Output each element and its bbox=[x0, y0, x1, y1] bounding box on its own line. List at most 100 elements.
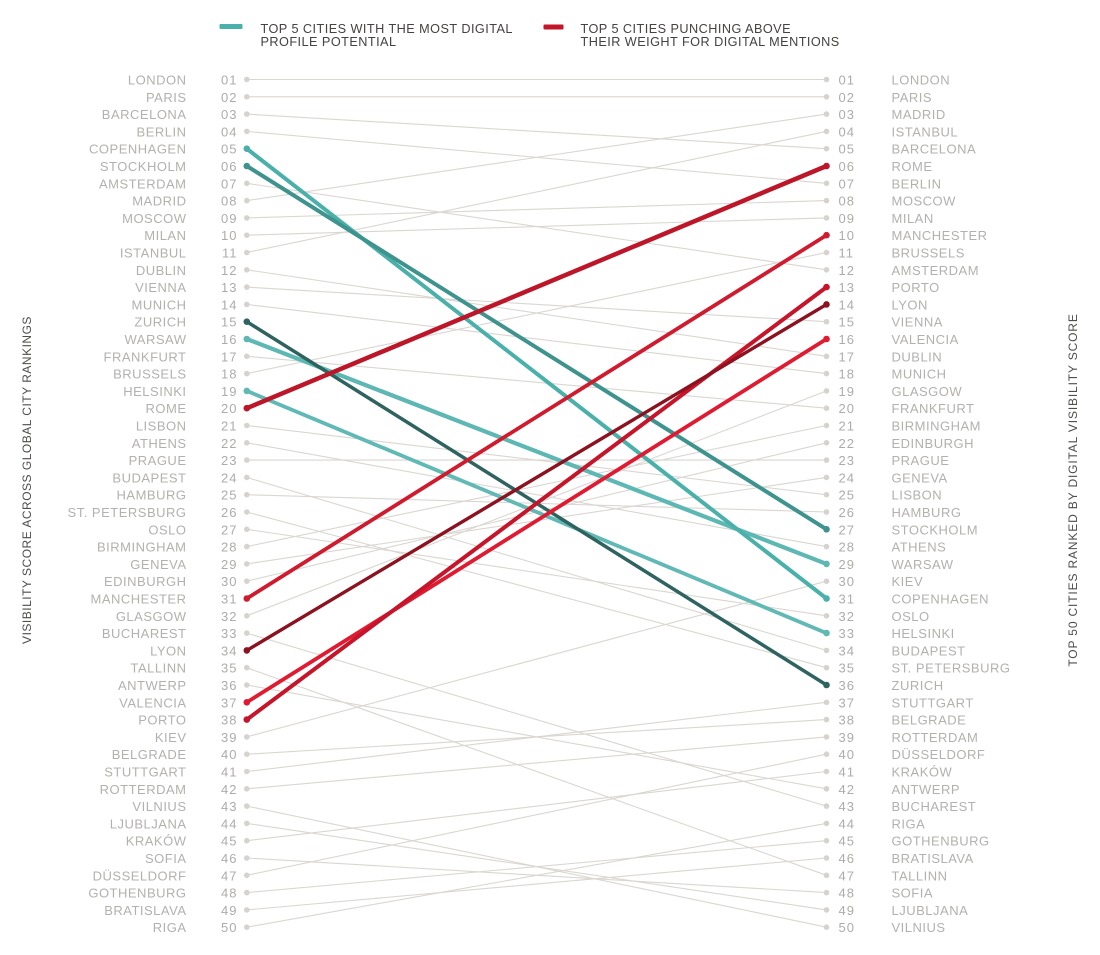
svg-text:MUNICH: MUNICH bbox=[892, 367, 947, 382]
svg-text:09: 09 bbox=[839, 211, 855, 226]
svg-text:LYON: LYON bbox=[150, 643, 186, 658]
svg-text:13: 13 bbox=[839, 280, 855, 295]
svg-text:22: 22 bbox=[839, 436, 855, 451]
svg-text:GENEVA: GENEVA bbox=[892, 470, 948, 485]
svg-text:MADRID: MADRID bbox=[892, 107, 946, 122]
svg-text:GENEVA: GENEVA bbox=[130, 557, 186, 572]
svg-text:THEIR WEIGHT FOR DIGITAL MENTI: THEIR WEIGHT FOR DIGITAL MENTIONS bbox=[581, 35, 840, 49]
svg-text:19: 19 bbox=[221, 384, 237, 399]
svg-text:32: 32 bbox=[221, 609, 237, 624]
svg-text:BELGRADE: BELGRADE bbox=[892, 713, 967, 728]
svg-text:30: 30 bbox=[221, 574, 237, 589]
svg-text:LONDON: LONDON bbox=[128, 73, 187, 88]
svg-text:ST. PETERSBURG: ST. PETERSBURG bbox=[892, 661, 1011, 676]
svg-text:27: 27 bbox=[221, 522, 237, 537]
svg-text:38: 38 bbox=[839, 713, 855, 728]
svg-text:BIRMINGHAM: BIRMINGHAM bbox=[892, 419, 982, 434]
svg-text:ISTANBUL: ISTANBUL bbox=[892, 124, 959, 139]
svg-text:07: 07 bbox=[839, 176, 855, 191]
svg-text:21: 21 bbox=[221, 419, 237, 434]
svg-text:19: 19 bbox=[839, 384, 855, 399]
svg-text:31: 31 bbox=[839, 592, 855, 607]
svg-text:40: 40 bbox=[839, 747, 855, 762]
svg-text:ROTTERDAM: ROTTERDAM bbox=[100, 782, 187, 797]
svg-text:MILAN: MILAN bbox=[892, 211, 934, 226]
svg-text:47: 47 bbox=[221, 868, 237, 883]
svg-text:37: 37 bbox=[221, 695, 237, 710]
svg-text:COPENHAGEN: COPENHAGEN bbox=[892, 592, 989, 607]
svg-text:BRATISLAVA: BRATISLAVA bbox=[104, 903, 186, 918]
svg-text:02: 02 bbox=[839, 90, 855, 105]
svg-text:47: 47 bbox=[839, 868, 855, 883]
svg-text:40: 40 bbox=[221, 747, 237, 762]
svg-text:COPENHAGEN: COPENHAGEN bbox=[89, 142, 186, 157]
svg-text:50: 50 bbox=[839, 920, 855, 935]
svg-text:LJUBLJANA: LJUBLJANA bbox=[892, 903, 969, 918]
svg-text:BARCELONA: BARCELONA bbox=[102, 107, 187, 122]
svg-text:FRANKFURT: FRANKFURT bbox=[104, 349, 187, 364]
svg-text:BIRMINGHAM: BIRMINGHAM bbox=[97, 540, 187, 555]
svg-text:HAMBURG: HAMBURG bbox=[892, 505, 962, 520]
svg-text:26: 26 bbox=[221, 505, 237, 520]
svg-text:STOCKHOLM: STOCKHOLM bbox=[100, 159, 187, 174]
svg-text:TOP 5 CITIES WITH THE MOST DIG: TOP 5 CITIES WITH THE MOST DIGITAL bbox=[261, 22, 513, 36]
svg-text:16: 16 bbox=[839, 332, 855, 347]
svg-text:GLASGOW: GLASGOW bbox=[116, 609, 187, 624]
svg-text:MUNICH: MUNICH bbox=[132, 297, 187, 312]
svg-text:17: 17 bbox=[221, 349, 237, 364]
svg-text:48: 48 bbox=[839, 886, 855, 901]
svg-text:42: 42 bbox=[839, 782, 855, 797]
svg-text:39: 39 bbox=[839, 730, 855, 745]
svg-text:BELGRADE: BELGRADE bbox=[112, 747, 187, 762]
svg-text:HELSINKI: HELSINKI bbox=[123, 384, 186, 399]
svg-text:HELSINKI: HELSINKI bbox=[892, 626, 955, 641]
svg-text:PARIS: PARIS bbox=[892, 90, 933, 105]
svg-text:31: 31 bbox=[221, 592, 237, 607]
svg-text:ZURICH: ZURICH bbox=[134, 315, 186, 330]
svg-text:MOSCOW: MOSCOW bbox=[892, 194, 957, 209]
svg-text:DÜSSELDORF: DÜSSELDORF bbox=[892, 747, 986, 762]
svg-text:04: 04 bbox=[221, 124, 237, 139]
svg-text:LONDON: LONDON bbox=[892, 73, 951, 88]
svg-text:ROME: ROME bbox=[146, 401, 187, 416]
svg-text:EDINBURGH: EDINBURGH bbox=[104, 574, 187, 589]
svg-text:STUTTGART: STUTTGART bbox=[892, 695, 974, 710]
svg-text:VILNIUS: VILNIUS bbox=[132, 799, 186, 814]
svg-text:43: 43 bbox=[221, 799, 237, 814]
svg-text:05: 05 bbox=[221, 142, 237, 157]
svg-text:35: 35 bbox=[839, 661, 855, 676]
svg-text:16: 16 bbox=[221, 332, 237, 347]
svg-text:03: 03 bbox=[221, 107, 237, 122]
svg-text:24: 24 bbox=[221, 470, 237, 485]
svg-text:GOTHENBURG: GOTHENBURG bbox=[892, 834, 990, 849]
svg-text:26: 26 bbox=[839, 505, 855, 520]
svg-text:41: 41 bbox=[221, 765, 237, 780]
svg-text:32: 32 bbox=[839, 609, 855, 624]
svg-text:PROFILE POTENTIAL: PROFILE POTENTIAL bbox=[261, 35, 397, 49]
svg-text:12: 12 bbox=[221, 263, 237, 278]
svg-text:HAMBURG: HAMBURG bbox=[117, 488, 187, 503]
svg-text:BRATISLAVA: BRATISLAVA bbox=[892, 851, 974, 866]
svg-text:OSLO: OSLO bbox=[148, 522, 186, 537]
svg-text:BUDAPEST: BUDAPEST bbox=[112, 470, 186, 485]
svg-text:11: 11 bbox=[222, 246, 238, 261]
svg-text:10: 10 bbox=[221, 228, 237, 243]
svg-text:28: 28 bbox=[839, 540, 855, 555]
svg-text:34: 34 bbox=[839, 643, 855, 658]
svg-text:49: 49 bbox=[221, 903, 237, 918]
svg-text:STOCKHOLM: STOCKHOLM bbox=[892, 522, 979, 537]
svg-text:PORTO: PORTO bbox=[138, 713, 186, 728]
svg-text:01: 01 bbox=[839, 73, 855, 88]
svg-text:11: 11 bbox=[839, 246, 855, 261]
svg-text:TOP 50 CITIES RANKED BY DIGITA: TOP 50 CITIES RANKED BY DIGITAL VISIBILI… bbox=[1066, 313, 1080, 666]
svg-text:AMSTERDAM: AMSTERDAM bbox=[99, 176, 187, 191]
svg-text:BERLIN: BERLIN bbox=[137, 124, 187, 139]
svg-text:STUTTGART: STUTTGART bbox=[104, 765, 186, 780]
svg-text:PORTO: PORTO bbox=[892, 280, 940, 295]
svg-text:45: 45 bbox=[221, 834, 237, 849]
svg-text:06: 06 bbox=[221, 159, 237, 174]
svg-text:05: 05 bbox=[839, 142, 855, 157]
svg-text:14: 14 bbox=[221, 297, 237, 312]
svg-text:EDINBURGH: EDINBURGH bbox=[892, 436, 975, 451]
svg-text:33: 33 bbox=[221, 626, 237, 641]
